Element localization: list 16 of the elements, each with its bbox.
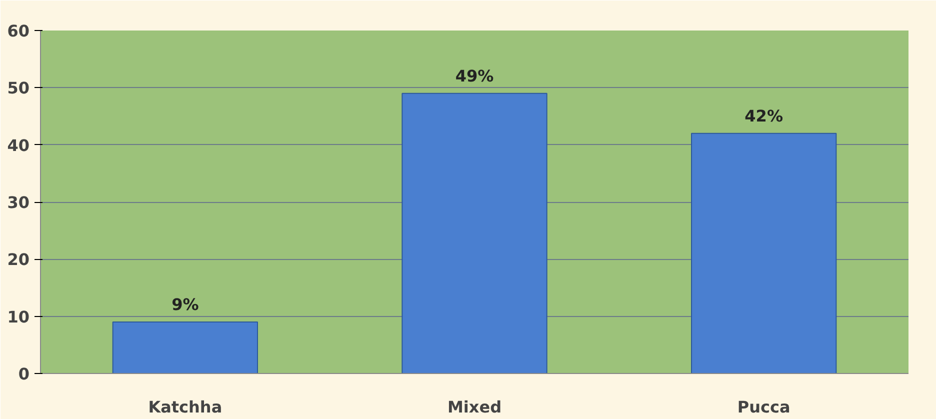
- bar: [112, 322, 258, 374]
- y-tick-label: 0: [18, 364, 30, 384]
- x-tick-label: Mixed: [447, 398, 502, 416]
- x-tick-label: Katchha: [148, 398, 222, 416]
- x-tick-label: Pucca: [737, 398, 790, 416]
- data-label: 49%: [455, 66, 494, 86]
- data-label: 42%: [744, 106, 783, 126]
- y-tick-label: 50: [7, 78, 30, 98]
- y-tick-label: 10: [7, 307, 30, 326]
- bar: [402, 92, 548, 374]
- y-tick-label: 20: [7, 250, 30, 270]
- bar: [691, 132, 837, 374]
- y-tick-label: 30: [7, 193, 30, 212]
- y-tick-label: 60: [7, 22, 30, 40]
- y-tick-label: 40: [7, 136, 30, 155]
- data-label: 9%: [172, 295, 199, 314]
